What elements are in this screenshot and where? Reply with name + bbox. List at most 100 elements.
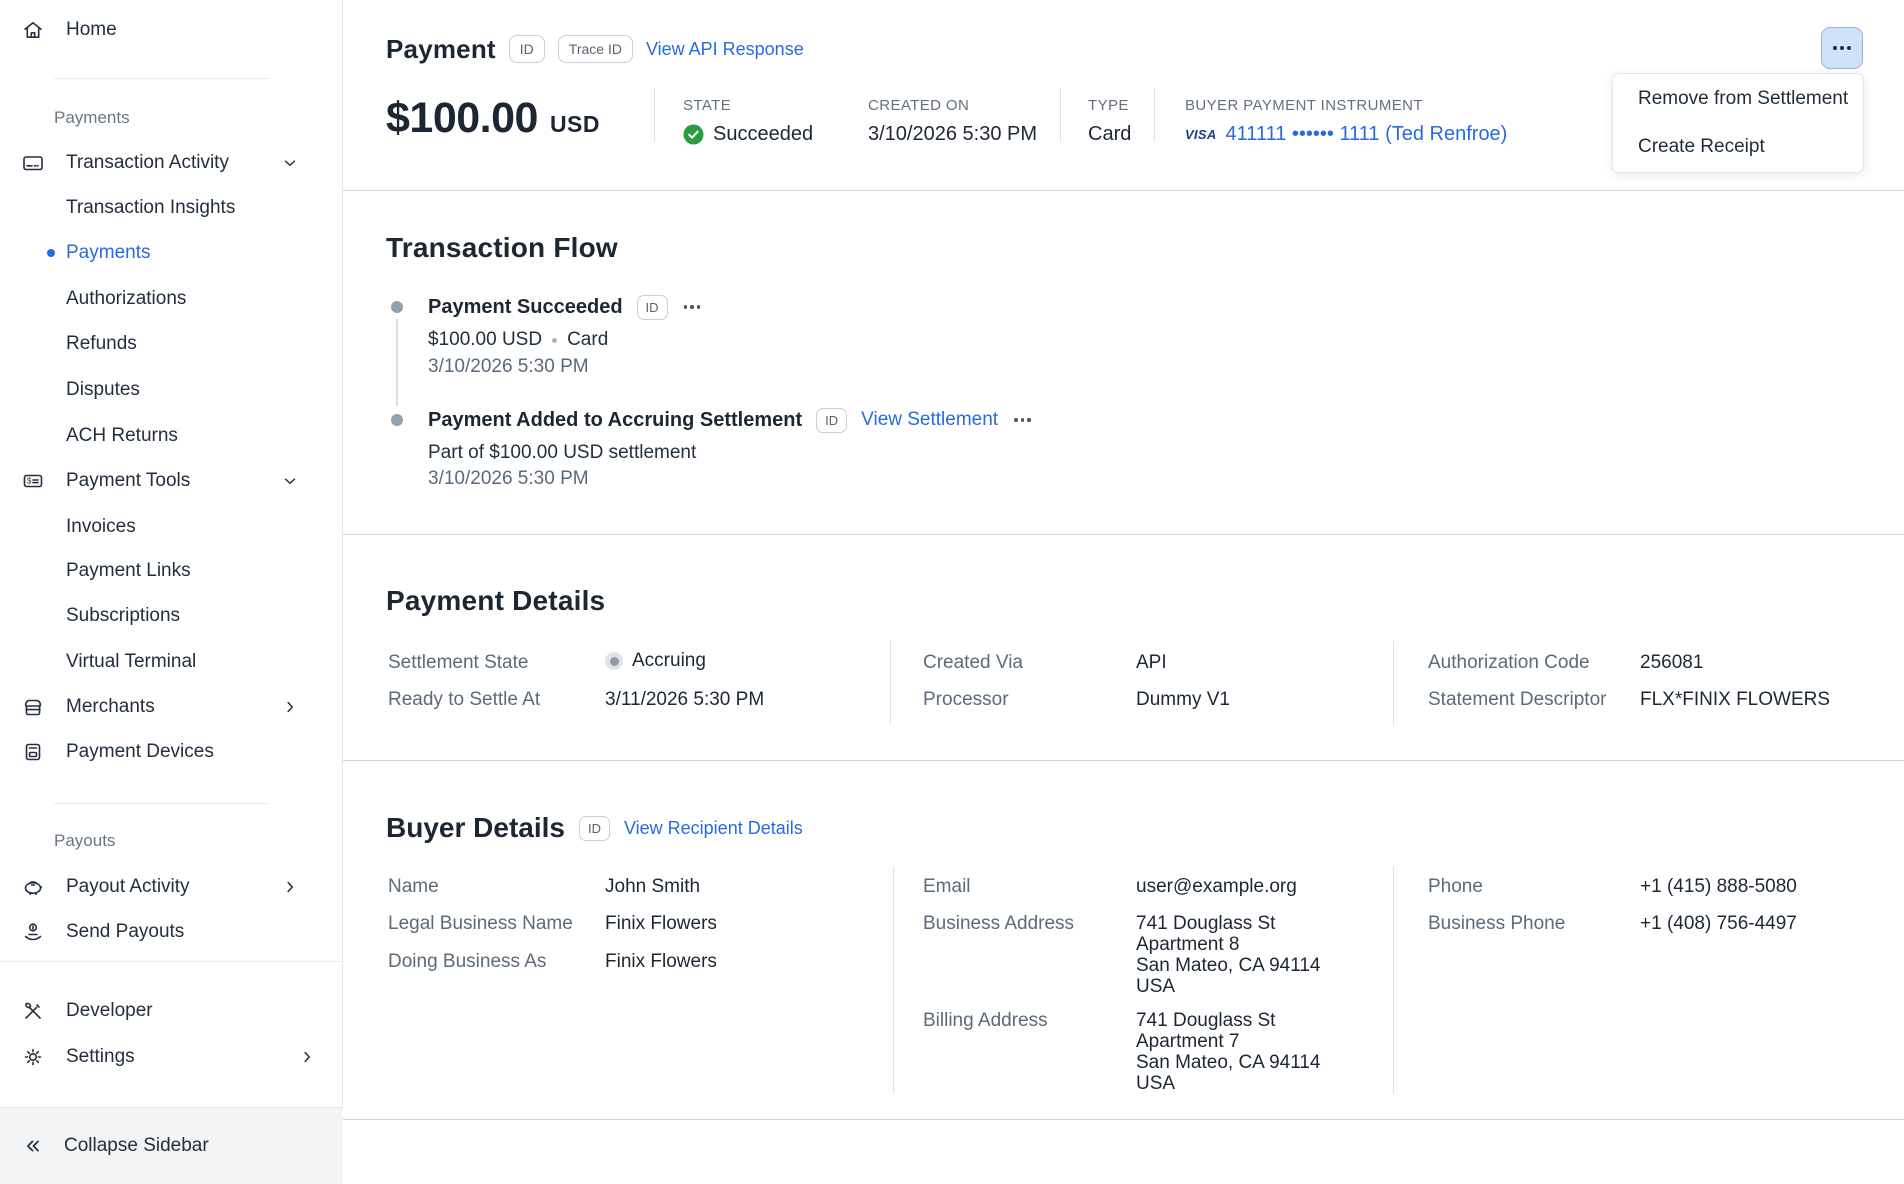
sidebar-item-payments[interactable]: Payments <box>0 231 343 275</box>
sidebar-item-payment-links[interactable]: Payment Links <box>0 549 343 593</box>
sidebar-divider <box>54 803 268 804</box>
collapse-double-chevron-icon <box>22 1135 44 1157</box>
event-meta: Part of $100.00 USD settlement <box>428 440 696 466</box>
more-options-button[interactable] <box>1821 27 1863 69</box>
state-stat: STATE Succeeded <box>683 97 813 146</box>
business-phone-label: Business Phone <box>1428 913 1566 934</box>
sidebar-item-developer[interactable]: Developer <box>0 989 343 1033</box>
sidebar-item-label: Disputes <box>66 379 140 400</box>
buyer-instrument-link[interactable]: 411111 •••••• 1111 (Ted Renfroe) <box>1225 123 1508 145</box>
collapse-sidebar-button[interactable]: Collapse Sidebar <box>0 1107 343 1184</box>
authorization-code-label: Authorization Code <box>1428 652 1590 673</box>
send-payouts-icon <box>21 920 45 944</box>
authorization-code-value: 256081 <box>1640 652 1704 673</box>
sidebar-item-payment-tools[interactable]: $ Payment Tools <box>0 459 343 503</box>
piggy-bank-icon <box>21 875 45 899</box>
success-check-icon <box>683 124 704 145</box>
developer-tools-icon <box>21 999 45 1023</box>
event-more-options-icon[interactable] <box>682 301 703 313</box>
menu-item-remove-from-settlement[interactable]: Remove from Settlement <box>1638 88 1849 109</box>
buyer-details-header: Buyer Details ID View Recipient Details <box>386 809 803 847</box>
sidebar-item-label: Send Payouts <box>66 921 185 942</box>
sidebar-item-disputes[interactable]: Disputes <box>0 368 343 412</box>
settlement-state-text: Accruing <box>632 650 706 671</box>
chevron-right-icon <box>298 1048 316 1066</box>
processor-label: Processor <box>923 689 1009 710</box>
sidebar-item-transaction-activity[interactable]: Transaction Activity <box>0 141 343 185</box>
divider <box>1154 88 1155 142</box>
sidebar-item-label: Home <box>66 19 117 40</box>
sidebar-item-label: Developer <box>66 1000 153 1021</box>
buyer-id-badge[interactable]: ID <box>578 815 610 841</box>
sidebar-item-subscriptions[interactable]: Subscriptions <box>0 594 343 638</box>
buyer-instrument-stat: BUYER PAYMENT INSTRUMENT VISA 411111 •••… <box>1185 97 1507 146</box>
sidebar-item-authorizations[interactable]: Authorizations <box>0 277 343 321</box>
sidebar-item-home[interactable]: Home <box>0 8 343 52</box>
svg-text:$: $ <box>27 477 32 486</box>
view-settlement-link[interactable]: View Settlement <box>861 409 999 430</box>
sidebar-item-label: Virtual Terminal <box>66 651 197 672</box>
event-id-badge[interactable]: ID <box>816 407 848 433</box>
sidebar-item-label: Payment Devices <box>66 741 214 762</box>
sidebar-item-merchants[interactable]: Merchants <box>0 685 343 729</box>
sidebar-item-virtual-terminal[interactable]: Virtual Terminal <box>0 640 343 684</box>
event-more-options-icon[interactable] <box>1012 414 1033 426</box>
credit-card-icon <box>21 151 45 175</box>
terminal-device-icon <box>21 740 45 764</box>
type-value: Card <box>1088 123 1132 145</box>
address-line: 741 Douglass St <box>1136 1010 1276 1031</box>
event-amount: $100.00 USD <box>428 329 543 350</box>
business-address-value: 741 Douglass St Apartment 8 San Mateo, C… <box>1136 913 1321 997</box>
trace-id-badge[interactable]: Trace ID <box>557 35 633 63</box>
dot <box>1833 46 1837 50</box>
sidebar-item-invoices[interactable]: Invoices <box>0 505 343 549</box>
view-recipient-details-link[interactable]: View Recipient Details <box>623 817 803 838</box>
timeline-bullet-icon <box>391 301 403 313</box>
sidebar-item-ach-returns[interactable]: ACH Returns <box>0 414 343 458</box>
dot-separator <box>552 337 558 343</box>
email-value: user@example.org <box>1136 876 1297 897</box>
more-options-menu: Remove from Settlement Create Receipt <box>1612 73 1864 173</box>
event-date: 3/10/2026 5:30 PM <box>428 356 589 377</box>
sidebar-item-label: Transaction Activity <box>66 152 229 173</box>
event-id-badge[interactable]: ID <box>636 294 668 320</box>
chevron-right-icon <box>281 698 299 716</box>
address-line: Apartment 7 <box>1136 1031 1240 1052</box>
event-title: Payment Added to Accruing Settlement <box>428 408 803 431</box>
type-stat: TYPE Card <box>1088 97 1131 146</box>
section-divider <box>343 534 1904 535</box>
accruing-status-icon <box>605 652 623 670</box>
event-meta: $100.00 USD Card <box>428 327 608 353</box>
address-line: Apartment 8 <box>1136 934 1240 955</box>
sidebar-item-label: Authorizations <box>66 288 187 309</box>
timeline-event: Payment Succeeded ID <box>428 293 702 321</box>
sidebar-divider <box>54 78 268 79</box>
event-settlement-note: Part of $100.00 USD settlement <box>428 442 697 463</box>
created-on-value: 3/10/2026 5:30 PM <box>868 123 1038 145</box>
billing-address-label: Billing Address <box>923 1010 1048 1031</box>
column-divider <box>890 641 891 725</box>
sidebar-item-send-payouts[interactable]: Send Payouts <box>0 910 343 954</box>
payment-tools-icon: $ <box>21 469 45 493</box>
created-on-label: CREATED ON <box>868 97 970 114</box>
sidebar: Home Payments Transaction Activity Trans… <box>0 0 343 1184</box>
transaction-flow-title: Transaction Flow <box>386 232 618 263</box>
name-label: Name <box>388 876 439 897</box>
column-divider <box>893 866 894 1094</box>
sidebar-item-refunds[interactable]: Refunds <box>0 322 343 366</box>
payment-id-badge[interactable]: ID <box>508 35 545 63</box>
address-line: 741 Douglass St <box>1136 913 1276 934</box>
timeline-connector <box>396 319 398 406</box>
address-line: USA <box>1136 1073 1176 1094</box>
dot <box>1840 46 1844 50</box>
menu-item-create-receipt[interactable]: Create Receipt <box>1638 136 1765 157</box>
sidebar-item-payout-activity[interactable]: Payout Activity <box>0 865 343 909</box>
sidebar-item-transaction-insights[interactable]: Transaction Insights <box>0 186 343 230</box>
sidebar-item-payment-devices[interactable]: Payment Devices <box>0 730 343 774</box>
sidebar-item-settings[interactable]: Settings <box>0 1035 343 1079</box>
sidebar-item-label: Payment Links <box>66 560 191 581</box>
sidebar-section-payouts: Payouts <box>54 831 116 850</box>
amount-currency: USD <box>549 111 600 137</box>
view-api-response-link[interactable]: View API Response <box>645 38 804 59</box>
dot <box>1847 46 1851 50</box>
